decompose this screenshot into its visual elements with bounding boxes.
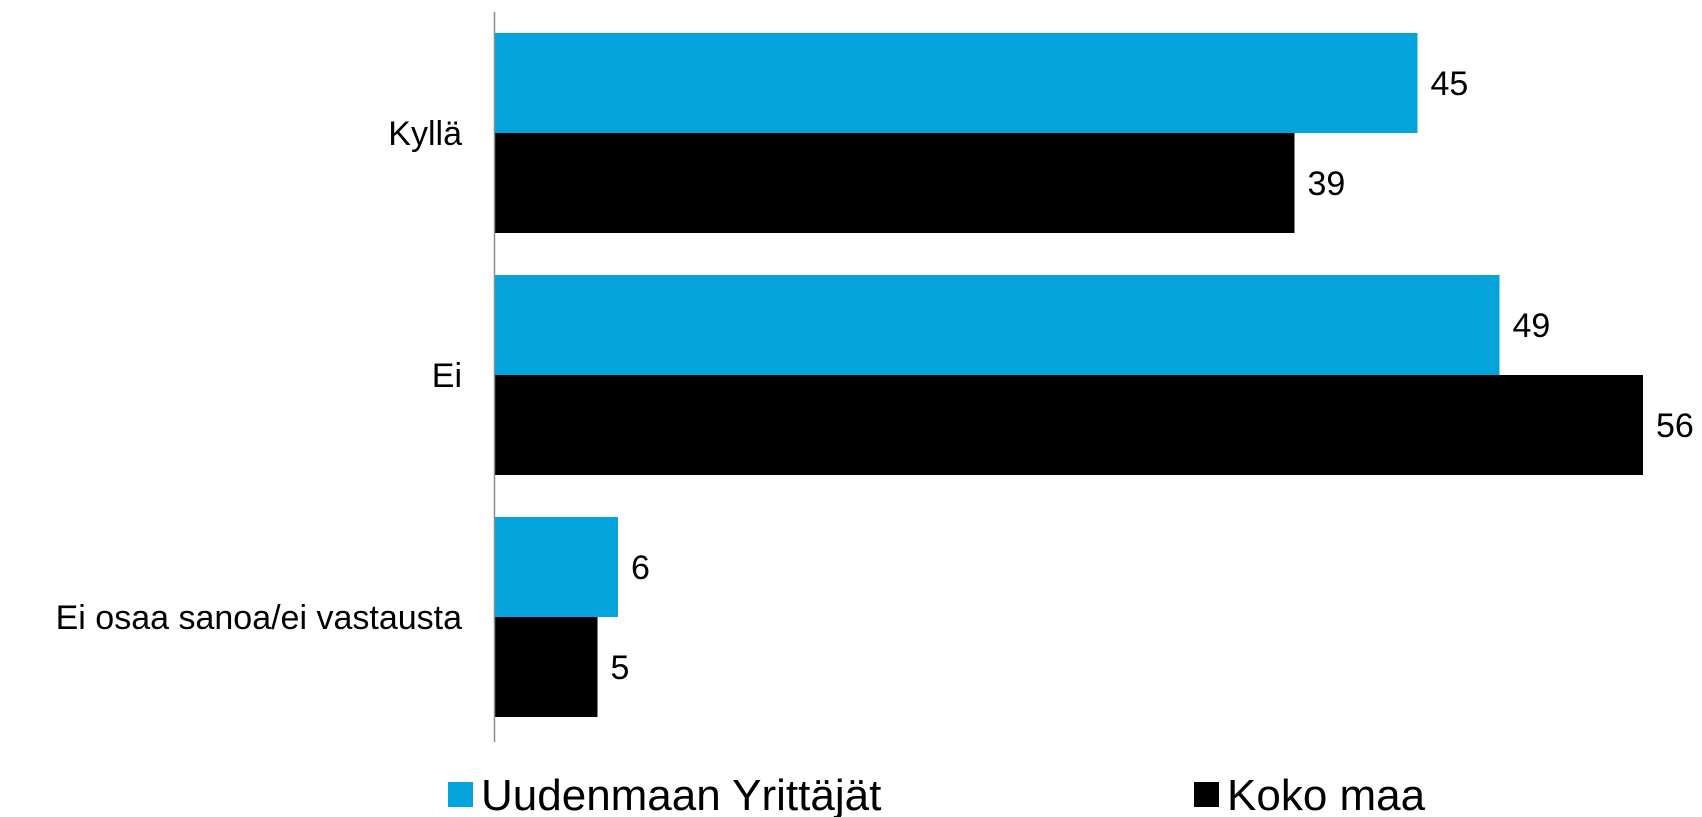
bar-kyll-uudenmaan-yritt-j-t bbox=[495, 33, 1418, 133]
legend-swatch-uudenmaan-yritt-j-t bbox=[448, 782, 473, 807]
legend: Uudenmaan Yrittäjät Koko maa bbox=[448, 771, 1426, 817]
value-label-ei-uudenmaan-yritt-j-t: 49 bbox=[1513, 307, 1551, 345]
value-label-kyll-koko-maa: 39 bbox=[1308, 165, 1346, 203]
bar-kyll-koko-maa bbox=[495, 133, 1295, 233]
category-label-kyll: Kyllä bbox=[388, 115, 462, 153]
category-label-ei-osaa-sanoa-ei-vastausta: Ei osaa sanoa/ei vastausta bbox=[56, 599, 462, 637]
value-label-ei-koko-maa: 56 bbox=[1656, 407, 1694, 445]
legend-swatch-koko-maa bbox=[1194, 782, 1219, 807]
legend-label-uudenmaan-yritt-j-t: Uudenmaan Yrittäjät bbox=[481, 771, 881, 817]
legend-label-koko-maa: Koko maa bbox=[1227, 771, 1426, 817]
bar-ei-osaa-sanoa-ei-vastausta-uudenmaan-yritt-j-t bbox=[495, 517, 618, 617]
value-label-ei-osaa-sanoa-ei-vastausta-koko-maa: 5 bbox=[611, 649, 630, 687]
value-label-ei-osaa-sanoa-ei-vastausta-uudenmaan-yritt-j-t: 6 bbox=[631, 549, 650, 587]
bar-ei-osaa-sanoa-ei-vastausta-koko-maa bbox=[495, 617, 598, 717]
category-label-ei: Ei bbox=[432, 357, 462, 395]
category-labels: Kyllä Ei Ei osaa sanoa/ei vastausta bbox=[56, 115, 462, 637]
bar-ei-uudenmaan-yritt-j-t bbox=[495, 275, 1500, 375]
value-label-kyll-uudenmaan-yritt-j-t: 45 bbox=[1431, 65, 1469, 103]
bar-ei-koko-maa bbox=[495, 375, 1643, 475]
value-labels: 45 39 49 56 6 5 bbox=[611, 65, 1694, 687]
bars-group bbox=[495, 33, 1643, 717]
